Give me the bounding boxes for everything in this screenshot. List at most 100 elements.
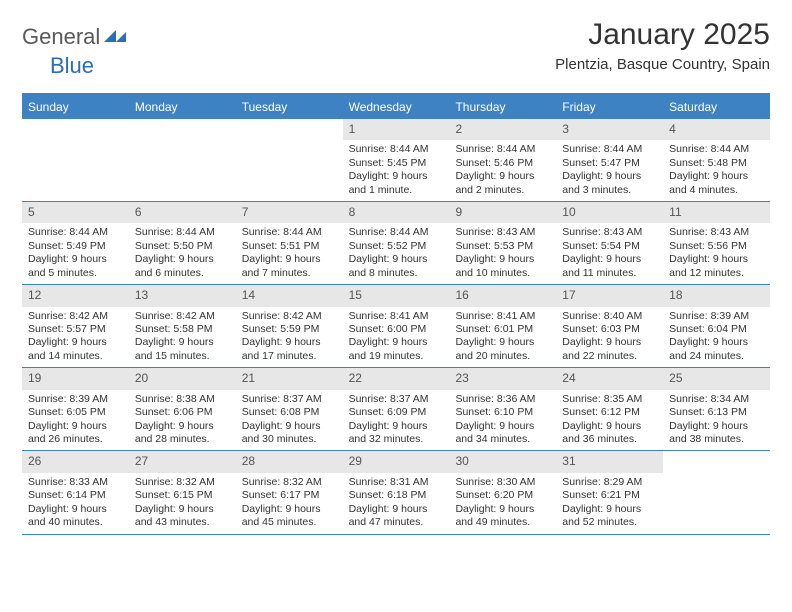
day-line-sr: Sunrise: 8:30 AM — [455, 476, 550, 489]
day-line-d1: Daylight: 9 hours — [455, 170, 550, 183]
day-line-ss: Sunset: 6:15 PM — [135, 489, 230, 502]
day-cell — [129, 119, 236, 201]
day-number: 6 — [129, 202, 236, 223]
day-number: 10 — [556, 202, 663, 223]
day-line-d1: Daylight: 9 hours — [135, 420, 230, 433]
day-cell: 21 Sunrise: 8:37 AMSunset: 6:08 PMDayligh… — [236, 368, 343, 450]
day-line-ss: Sunset: 5:45 PM — [349, 157, 444, 170]
day-line-ss: Sunset: 6:04 PM — [669, 323, 764, 336]
day-line-sr: Sunrise: 8:43 AM — [562, 226, 657, 239]
logo-text-general: General — [22, 24, 100, 50]
day-line-sr: Sunrise: 8:34 AM — [669, 393, 764, 406]
day-body: Sunrise: 8:43 AMSunset: 5:54 PMDaylight:… — [556, 226, 663, 280]
day-body: Sunrise: 8:42 AMSunset: 5:57 PMDaylight:… — [22, 310, 129, 364]
day-number: 7 — [236, 202, 343, 223]
day-line-d2: and 38 minutes. — [669, 433, 764, 446]
day-line-d2: and 15 minutes. — [135, 350, 230, 363]
week-row: 1Sunrise: 8:44 AMSunset: 5:45 PMDaylight… — [22, 119, 770, 202]
page-subtitle: Plentzia, Basque Country, Spain — [555, 56, 770, 73]
day-line-d1: Daylight: 9 hours — [669, 420, 764, 433]
day-line-d2: and 17 minutes. — [242, 350, 337, 363]
day-line-d2: and 36 minutes. — [562, 433, 657, 446]
day-line-d1: Daylight: 9 hours — [562, 503, 657, 516]
day-line-sr: Sunrise: 8:39 AM — [669, 310, 764, 323]
day-line-d1: Daylight: 9 hours — [28, 503, 123, 516]
day-line-sr: Sunrise: 8:42 AM — [242, 310, 337, 323]
day-number: 21 — [236, 368, 343, 389]
day-body: Sunrise: 8:43 AMSunset: 5:53 PMDaylight:… — [449, 226, 556, 280]
day-body: Sunrise: 8:44 AMSunset: 5:49 PMDaylight:… — [22, 226, 129, 280]
day-line-sr: Sunrise: 8:44 AM — [669, 143, 764, 156]
day-body: Sunrise: 8:29 AMSunset: 6:21 PMDaylight:… — [556, 476, 663, 530]
day-line-sr: Sunrise: 8:44 AM — [455, 143, 550, 156]
day-body: Sunrise: 8:37 AMSunset: 6:08 PMDaylight:… — [236, 393, 343, 447]
day-line-ss: Sunset: 6:20 PM — [455, 489, 550, 502]
day-line-d2: and 43 minutes. — [135, 516, 230, 529]
day-line-ss: Sunset: 5:57 PM — [28, 323, 123, 336]
day-line-d1: Daylight: 9 hours — [135, 253, 230, 266]
logo-mark-icon — [104, 26, 126, 49]
day-line-d2: and 52 minutes. — [562, 516, 657, 529]
day-line-ss: Sunset: 6:17 PM — [242, 489, 337, 502]
day-cell: 30Sunrise: 8:30 AMSunset: 6:20 PMDayligh… — [449, 451, 556, 533]
day-line-d1: Daylight: 9 hours — [135, 336, 230, 349]
day-cell: 6 Sunrise: 8:44 AMSunset: 5:50 PMDaylight… — [129, 202, 236, 284]
day-line-sr: Sunrise: 8:43 AM — [669, 226, 764, 239]
day-line-ss: Sunset: 6:18 PM — [349, 489, 444, 502]
day-line-d1: Daylight: 9 hours — [242, 503, 337, 516]
day-number: 29 — [343, 451, 450, 472]
day-cell: 25Sunrise: 8:34 AMSunset: 6:13 PMDayligh… — [663, 368, 770, 450]
day-line-sr: Sunrise: 8:32 AM — [242, 476, 337, 489]
day-line-ss: Sunset: 5:54 PM — [562, 240, 657, 253]
day-line-ss: Sunset: 5:53 PM — [455, 240, 550, 253]
day-cell — [236, 119, 343, 201]
day-body: Sunrise: 8:44 AMSunset: 5:47 PMDaylight:… — [556, 143, 663, 197]
day-number: 3 — [556, 119, 663, 140]
day-line-ss: Sunset: 6:09 PM — [349, 406, 444, 419]
weekday-header: Friday — [556, 95, 663, 119]
day-line-d1: Daylight: 9 hours — [242, 253, 337, 266]
day-body: Sunrise: 8:44 AMSunset: 5:50 PMDaylight:… — [129, 226, 236, 280]
day-line-d2: and 30 minutes. — [242, 433, 337, 446]
day-line-ss: Sunset: 5:52 PM — [349, 240, 444, 253]
day-body: Sunrise: 8:32 AMSunset: 6:15 PMDaylight:… — [129, 476, 236, 530]
day-line-d1: Daylight: 9 hours — [242, 336, 337, 349]
day-line-d2: and 45 minutes. — [242, 516, 337, 529]
day-line-ss: Sunset: 5:46 PM — [455, 157, 550, 170]
day-line-d2: and 19 minutes. — [349, 350, 444, 363]
day-line-ss: Sunset: 6:06 PM — [135, 406, 230, 419]
day-line-ss: Sunset: 5:49 PM — [28, 240, 123, 253]
day-cell: 9Sunrise: 8:43 AMSunset: 5:53 PMDaylight… — [449, 202, 556, 284]
day-line-d1: Daylight: 9 hours — [349, 170, 444, 183]
day-line-ss: Sunset: 5:51 PM — [242, 240, 337, 253]
day-line-d2: and 2 minutes. — [455, 184, 550, 197]
day-cell: 22Sunrise: 8:37 AMSunset: 6:09 PMDayligh… — [343, 368, 450, 450]
day-line-d2: and 1 minute. — [349, 184, 444, 197]
day-line-sr: Sunrise: 8:33 AM — [28, 476, 123, 489]
day-number: 4 — [663, 119, 770, 140]
day-line-d1: Daylight: 9 hours — [562, 336, 657, 349]
day-cell: 5Sunrise: 8:44 AMSunset: 5:49 PMDaylight… — [22, 202, 129, 284]
day-cell: 27Sunrise: 8:32 AMSunset: 6:15 PMDayligh… — [129, 451, 236, 533]
day-line-d2: and 7 minutes. — [242, 267, 337, 280]
day-line-sr: Sunrise: 8:42 AM — [28, 310, 123, 323]
day-line-ss: Sunset: 6:14 PM — [28, 489, 123, 502]
day-line-d2: and 10 minutes. — [455, 267, 550, 280]
week-row: 19Sunrise: 8:39 AMSunset: 6:05 PMDayligh… — [22, 368, 770, 451]
day-line-d1: Daylight: 9 hours — [349, 503, 444, 516]
day-body: Sunrise: 8:34 AMSunset: 6:13 PMDaylight:… — [663, 393, 770, 447]
day-number: 24 — [556, 368, 663, 389]
day-cell: 7Sunrise: 8:44 AMSunset: 5:51 PMDaylight… — [236, 202, 343, 284]
weekday-header: Wednesday — [343, 95, 450, 119]
day-body: Sunrise: 8:41 AMSunset: 6:00 PMDaylight:… — [343, 310, 450, 364]
day-line-ss: Sunset: 6:05 PM — [28, 406, 123, 419]
day-line-d1: Daylight: 9 hours — [28, 420, 123, 433]
page-title: January 2025 — [555, 18, 770, 52]
day-line-d2: and 14 minutes. — [28, 350, 123, 363]
day-line-d2: and 20 minutes. — [455, 350, 550, 363]
calendar-grid: Sunday Monday Tuesday Wednesday Thursday… — [22, 93, 770, 535]
day-line-d1: Daylight: 9 hours — [455, 253, 550, 266]
day-number: 16 — [449, 285, 556, 306]
day-line-sr: Sunrise: 8:44 AM — [349, 143, 444, 156]
day-number: 22 — [343, 368, 450, 389]
